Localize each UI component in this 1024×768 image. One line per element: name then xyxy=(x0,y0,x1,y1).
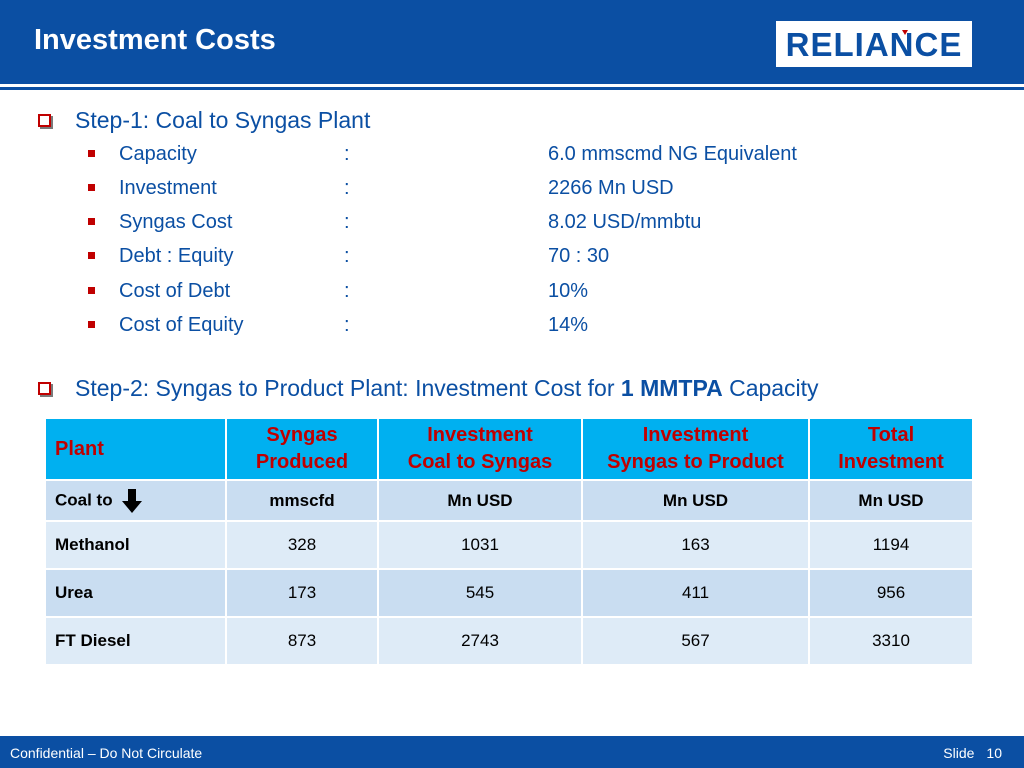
step1-row-cost-of-equity: Cost of Equity : 14% xyxy=(88,314,848,340)
header-total-investment: Total Investment xyxy=(810,419,972,479)
plant-name: Urea xyxy=(46,570,225,616)
step1-row-debt-equity: Debt : Equity : 70 : 30 xyxy=(88,245,848,271)
header-bar: Investment Costs RELIANCE xyxy=(0,0,1024,84)
row-label: Debt : Equity xyxy=(119,245,234,267)
step1-row-syngas-cost: Syngas Cost : 8.02 USD/mmbtu xyxy=(88,211,848,237)
row-separator: : xyxy=(344,211,350,233)
row-separator: : xyxy=(344,245,350,267)
plant-name: Methanol xyxy=(46,522,225,568)
row-value: 10% xyxy=(548,280,589,302)
table-cell: 2743 xyxy=(379,618,581,664)
svg-text:RELIANCE: RELIANCE xyxy=(786,26,963,63)
confidential-note: Confidential – Do Not Circulate xyxy=(10,745,203,761)
row-value: 8.02 USD/mmbtu xyxy=(548,211,702,233)
row-separator: : xyxy=(344,177,350,199)
table-cell: 956 xyxy=(810,570,972,616)
step2-heading-bold: 1 MMTPA xyxy=(620,375,723,401)
header-divider xyxy=(0,84,1024,87)
table-row: Methanol 328 1031 163 1194 xyxy=(46,522,972,568)
step1-row-investment: Investment : 2266 Mn USD xyxy=(88,177,848,203)
square-bullet-icon xyxy=(88,218,95,225)
slide-label: Slide xyxy=(943,745,975,761)
step2-heading: Step-2: Syngas to Product Plant: Investm… xyxy=(75,375,819,402)
row-separator: : xyxy=(344,314,350,336)
table-cell: 3310 xyxy=(810,618,972,664)
step1-row-capacity: Capacity : 6.0 mmscmd NG Equivalent xyxy=(88,143,848,169)
units-plant: Coal to xyxy=(46,481,225,520)
square-bullet-icon xyxy=(88,184,95,191)
page-title: Investment Costs xyxy=(34,24,276,56)
step2-heading-post: Capacity xyxy=(722,375,819,401)
plant-name: FT Diesel xyxy=(46,618,225,664)
header-syngas-produced: Syngas Produced xyxy=(227,419,377,479)
checkbox-bullet-icon xyxy=(38,114,51,127)
down-arrow-icon xyxy=(121,488,142,513)
header-divider xyxy=(0,87,1024,90)
row-label: Capacity xyxy=(119,143,197,165)
slide-indicator: Slide 10 xyxy=(931,745,1002,761)
row-label: Investment xyxy=(119,177,217,199)
reliance-logo: RELIANCE xyxy=(776,21,972,67)
table-cell: 545 xyxy=(379,570,581,616)
units-cell: Mn USD xyxy=(583,481,808,520)
table-cell: 411 xyxy=(583,570,808,616)
row-value: 6.0 mmscmd NG Equivalent xyxy=(548,143,797,165)
step1-row-cost-of-debt: Cost of Debt : 10% xyxy=(88,280,848,306)
table-cell: 163 xyxy=(583,522,808,568)
row-label: Cost of Equity xyxy=(119,314,244,336)
header-investment-coal-to-syngas: Investment Coal to Syngas xyxy=(379,419,581,479)
step1-heading: Step-1: Coal to Syngas Plant xyxy=(75,107,371,133)
units-cell: Mn USD xyxy=(810,481,972,520)
table-cell: 567 xyxy=(583,618,808,664)
header-investment-syngas-to-product: Investment Syngas to Product xyxy=(583,419,808,479)
row-value: 14% xyxy=(548,314,589,336)
table-cell: 173 xyxy=(227,570,377,616)
table-cell: 328 xyxy=(227,522,377,568)
table-cell: 1194 xyxy=(810,522,972,568)
footer-bar: Confidential – Do Not Circulate Slide 10 xyxy=(0,736,1024,768)
table-cell: 1031 xyxy=(379,522,581,568)
row-value: 2266 Mn USD xyxy=(548,177,674,199)
header-plant: Plant xyxy=(46,419,225,479)
row-separator: : xyxy=(344,280,350,302)
investment-table: Plant Syngas Produced Investment Coal to S… xyxy=(44,417,974,666)
step2-heading-pre: Step-2: Syngas to Product Plant: Investm… xyxy=(75,375,621,401)
table-row: Urea 173 545 411 956 xyxy=(46,570,972,616)
square-bullet-icon xyxy=(88,150,95,157)
slide-number: 10 xyxy=(986,745,1002,761)
row-label: Syngas Cost xyxy=(119,211,233,233)
units-cell: mmscfd xyxy=(227,481,377,520)
square-bullet-icon xyxy=(88,287,95,294)
row-value: 70 : 30 xyxy=(548,245,610,267)
table-units-row: Coal to mmscfd Mn USD Mn USD Mn USD xyxy=(46,481,972,520)
row-label: Cost of Debt xyxy=(119,280,231,302)
row-separator: : xyxy=(344,143,350,165)
checkbox-bullet-icon xyxy=(38,382,51,395)
units-cell: Mn USD xyxy=(379,481,581,520)
table-header-row: Plant Syngas Produced Investment Coal to S… xyxy=(46,419,972,479)
table-row: FT Diesel 873 2743 567 3310 xyxy=(46,618,972,664)
table-cell: 873 xyxy=(227,618,377,664)
square-bullet-icon xyxy=(88,321,95,328)
square-bullet-icon xyxy=(88,252,95,259)
